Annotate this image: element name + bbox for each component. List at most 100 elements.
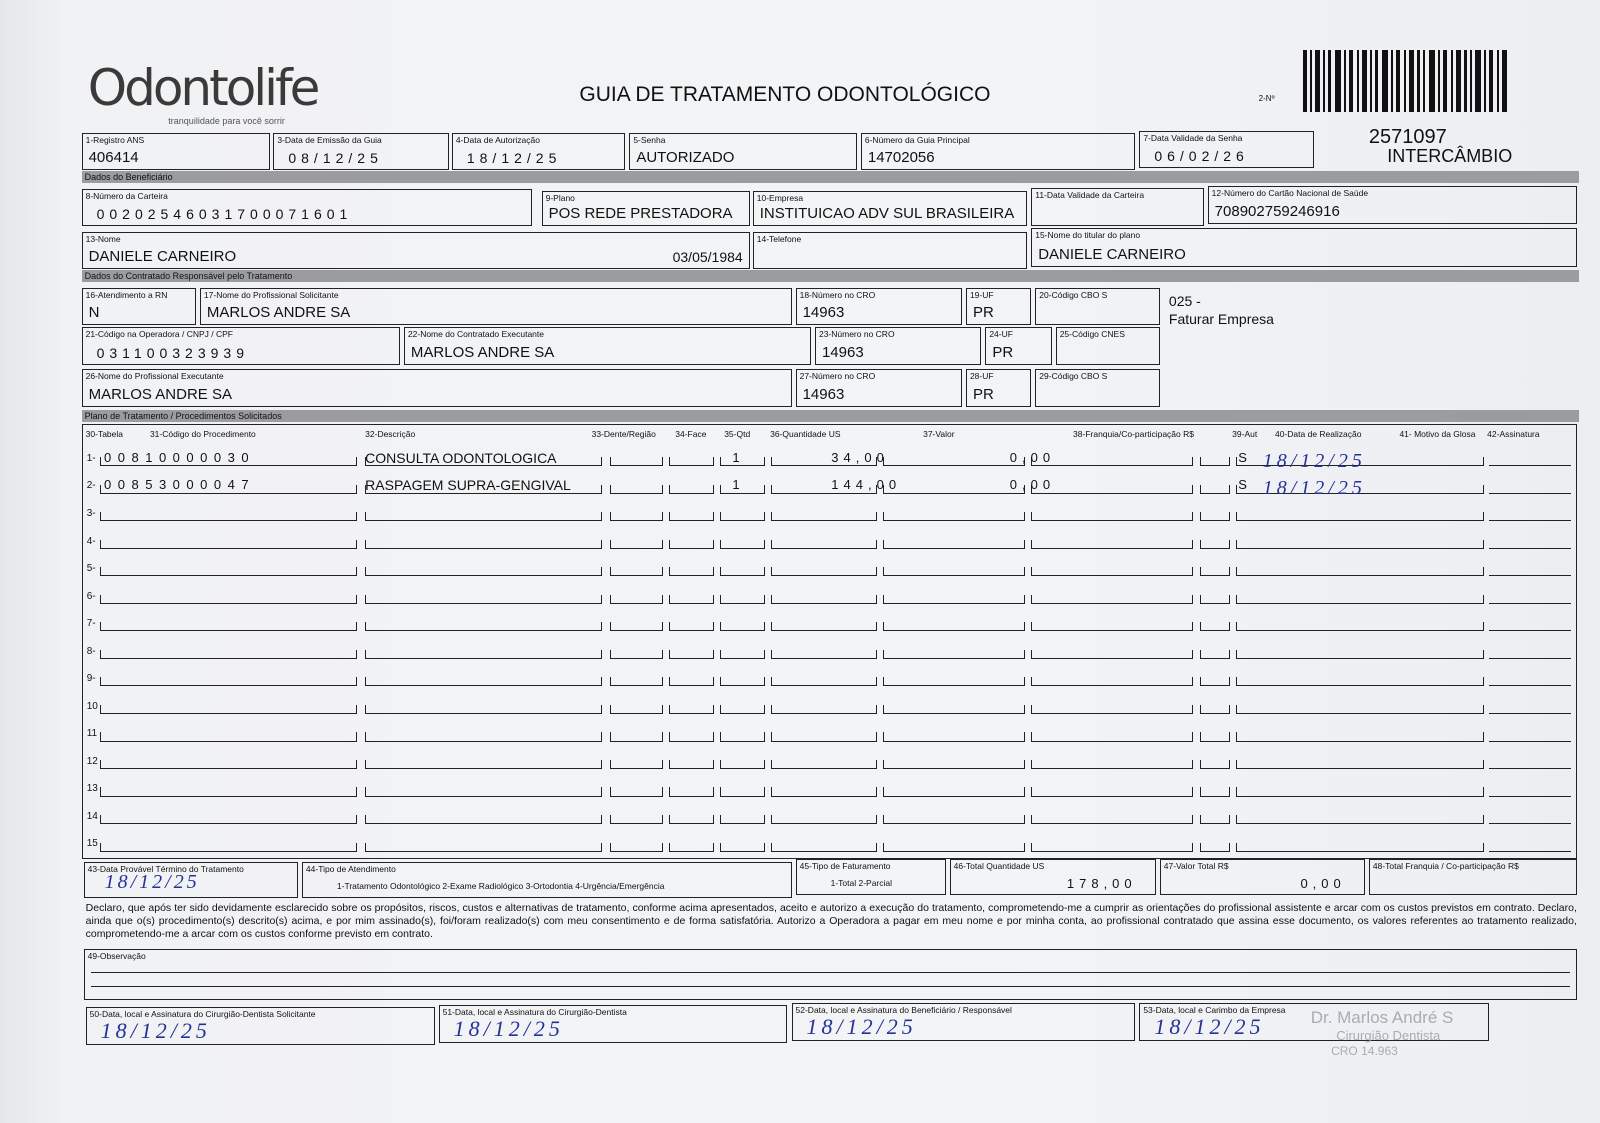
row-cell (883, 842, 1026, 852)
column-header: 40-Data de Realização (1275, 429, 1362, 440)
field-box: 29-Código CBO S (1035, 369, 1160, 407)
row-cell (883, 594, 1026, 604)
row-cell (883, 539, 1026, 549)
row-cell (99, 649, 357, 659)
field-value: 14963 (802, 304, 845, 322)
field-label: 6-Número da Guia Principal (864, 134, 970, 145)
row-auth: S (1238, 449, 1247, 465)
row-date: 18/12/25 (1262, 477, 1366, 500)
row-cell (771, 732, 878, 742)
row-cell (669, 732, 714, 742)
signature-line (1489, 712, 1571, 714)
signature-label: 51-Data, local e Assinatura do Cirurgião… (442, 1006, 627, 1017)
row-cell (1236, 842, 1485, 852)
row-cell (1236, 512, 1485, 522)
column-header: 36-Quantidade US (770, 429, 841, 440)
row-cell (883, 787, 1026, 797)
field-value: AUTORIZADO (636, 149, 735, 167)
row-value: 0,00 (1009, 449, 1056, 465)
signature-line (1489, 795, 1571, 797)
row-cell (1199, 539, 1231, 549)
field-label: 11-Data Validade da Carteira (1035, 189, 1145, 200)
row-cell (669, 484, 714, 494)
field-label: 27-Número no CRO (799, 371, 876, 382)
row-cell (1199, 704, 1231, 714)
row-number: 12 (86, 755, 98, 767)
row-qty-us: 144,00 (831, 477, 902, 493)
column-header: 30-Tabela (85, 429, 124, 440)
column-header: 42-Assinatura (1487, 429, 1540, 440)
row-cell (1199, 567, 1231, 577)
field-label: 4-Data de Autorização (455, 134, 540, 145)
signature-label: 50-Data, local e Assinatura do Cirurgião… (89, 1008, 316, 1019)
row-cell (883, 759, 1026, 770)
field-label: 29-Código CBO S (1039, 371, 1108, 382)
signature-box: 51-Data, local e Assinatura do Cirurgião… (438, 1004, 788, 1044)
row-cell (609, 842, 663, 852)
row-cell (365, 594, 602, 604)
row-cell (365, 759, 602, 770)
row-code: 00853000047 (104, 477, 256, 493)
field-box: 26-Nome do Profissional Executante MARLOS… (81, 369, 792, 407)
observation-line (90, 972, 1570, 974)
row-cell (669, 567, 714, 577)
field-value: PR (972, 385, 994, 403)
row-cell (669, 594, 714, 604)
row-cell (669, 759, 714, 770)
row-cell (883, 484, 1026, 494)
row-cell (720, 842, 765, 852)
row-cell (1031, 649, 1194, 659)
row-cell (1236, 677, 1485, 687)
row-cell (1236, 567, 1485, 577)
row-cell (1199, 787, 1231, 797)
row-cell (720, 759, 765, 770)
signature-label: 53-Data, local e Carimbo da Empresa (1143, 1004, 1286, 1015)
row-cell (1031, 842, 1194, 852)
field-box: 22-Nome do Contratado Executante MARLOS A… (403, 327, 811, 366)
row-cell (1031, 484, 1194, 494)
row-cell (1199, 677, 1231, 687)
field-box: 27-Número no CRO 14963 (795, 369, 962, 407)
row-cell (883, 456, 1026, 467)
signature-date: 18/12/25 (806, 1014, 917, 1040)
row-cell (720, 567, 765, 577)
row-cell (720, 677, 765, 687)
field-label: 14-Telefone (756, 233, 802, 244)
field-box: 5-Senha AUTORIZADO (629, 132, 857, 171)
field-value: DANIELE CARNEIRO (88, 248, 237, 266)
row-cell (365, 567, 602, 577)
row-cell (99, 732, 357, 742)
field-box: 8-Número da Carteira 00202546031700071601 (81, 188, 533, 227)
row-cell (771, 704, 878, 714)
field-value: INSTITUICAO ADV SUL BRASILEIRA (759, 205, 1015, 223)
total-label: 46-Total Quantidade US (953, 860, 1045, 871)
total-value: 18/12/25 (104, 870, 200, 893)
field-value: 18/12/25 (466, 150, 562, 167)
row-cell (720, 704, 765, 714)
row-cell (609, 732, 663, 742)
row-cell (1236, 622, 1485, 632)
field-box: 21-Código na Operadora / CNPJ / CPF 03110… (81, 327, 400, 366)
row-cell (1236, 484, 1485, 494)
row-number: 5- (86, 563, 96, 575)
row-cell (720, 787, 765, 797)
row-cell (669, 814, 714, 825)
row-number: 8- (86, 645, 96, 657)
field-box: 25-Código CNES (1055, 327, 1160, 366)
row-cell (771, 594, 878, 604)
row-cell (720, 512, 765, 522)
section-header: Plano de Tratamento / Procedimentos Soli… (81, 410, 1579, 423)
row-description: RASPAGEM SUPRA-GENGIVAL (365, 477, 571, 494)
copy-label: 2-Nº (1258, 93, 1275, 103)
row-number: 1- (86, 452, 96, 464)
side-note: 025 - (1168, 292, 1201, 309)
signature-date: 18/12/25 (1154, 1014, 1265, 1040)
column-header: 38-Franquia/Co-participação R$ (1073, 429, 1194, 440)
field-value: 406414 (88, 149, 139, 167)
field-label: 20-Código CBO S (1039, 289, 1108, 300)
total-box: 48-Total Franquia / Co-participação R$ (1368, 858, 1577, 895)
field-value: MARLOS ANDRE SA (206, 304, 351, 322)
row-cell (669, 622, 714, 632)
signature-label: 52-Data, local e Assinatura do Beneficiá… (795, 1004, 1012, 1015)
row-cell (720, 484, 765, 494)
